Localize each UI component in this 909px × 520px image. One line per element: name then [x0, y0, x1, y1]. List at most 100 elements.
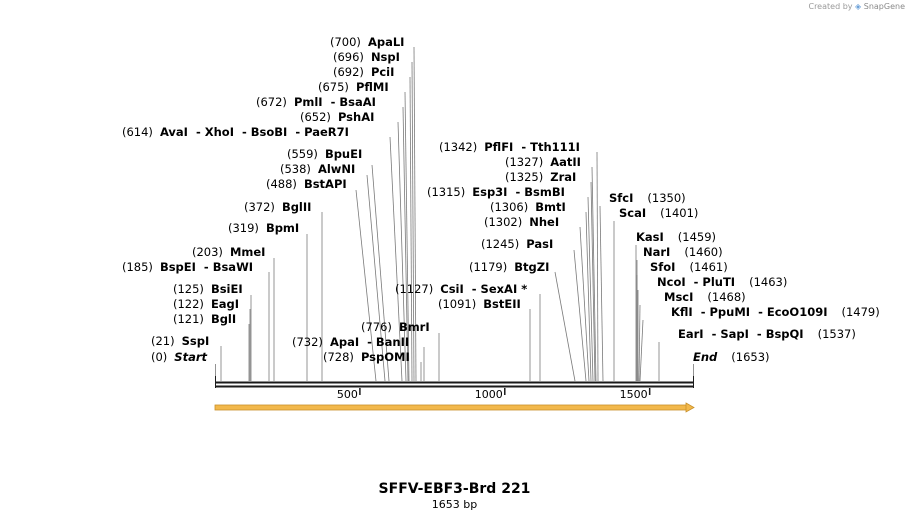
site-position: (1459) — [678, 230, 716, 244]
enzyme-name: AatII — [550, 155, 581, 169]
enzyme-name: PflFI - Tth111I — [484, 140, 580, 154]
axis-tick-label: 1000 — [475, 388, 503, 401]
site-position: (1350) — [647, 191, 685, 205]
site-position: (1342) — [439, 140, 477, 154]
enzyme-name: AvaI - XhoI - BsoBI - PaeR7I — [160, 125, 349, 139]
site-position: (675) — [318, 80, 349, 94]
leader-line — [596, 151, 599, 382]
site-position: (728) — [323, 350, 354, 364]
site-label: (21) SspI — [151, 334, 209, 348]
site-label: (0) Start — [151, 350, 208, 364]
snapgene-credit: Created by ◈ SnapGene — [808, 2, 905, 11]
axis-tick-label: 500 — [337, 388, 358, 401]
leader-line — [413, 46, 417, 382]
enzyme-name: KflI - PpuMI - EcoO109I — [671, 305, 828, 319]
leader-lines — [215, 46, 694, 382]
site-label: (1245) PasI — [481, 237, 553, 251]
site-label: (203) MmeI — [192, 245, 265, 259]
enzyme-name: BstEII — [483, 297, 521, 311]
site-label: (1325) ZraI — [505, 170, 576, 184]
site-label: EarI - SapI - BspQI (1537) — [678, 327, 856, 341]
axis-tick-label: 1500 — [620, 388, 648, 401]
enzyme-name: Esp3I - BsmBI — [472, 185, 565, 199]
site-label: (538) AlwNI — [280, 162, 355, 176]
enzyme-name: End — [693, 350, 718, 364]
enzyme-name: BmtI — [535, 200, 566, 214]
site-label: (728) PspOMI — [323, 350, 410, 364]
leader-line — [590, 181, 596, 382]
enzyme-name: AlwNI — [318, 162, 355, 176]
enzyme-name: ScaI — [619, 206, 646, 220]
site-label: NarI (1460) — [643, 245, 723, 259]
enzyme-name: MmeI — [230, 245, 266, 259]
site-position: (776) — [361, 320, 392, 334]
enzyme-name: BsiEI — [211, 282, 243, 296]
site-position: (1463) — [749, 275, 787, 289]
enzyme-name: BstAPI — [304, 177, 347, 191]
site-label: ScaI (1401) — [619, 206, 698, 220]
site-label: (488) BstAPI — [266, 177, 347, 191]
site-label: (614) AvaI - XhoI - BsoBI - PaeR7I — [122, 125, 349, 139]
site-labels: (700) ApaLI(696) NspI(692) PciI(675) PflMI(6… — [122, 35, 880, 364]
site-label: (1315) Esp3I - BsmBI — [427, 185, 565, 199]
site-position: (1327) — [505, 155, 543, 169]
leader-line — [638, 304, 641, 382]
leader-line — [402, 106, 409, 382]
site-label: (672) PmlI - BsaAI — [256, 95, 376, 109]
site-label: KflI - PpuMI - EcoO109I (1479) — [671, 305, 880, 319]
site-position: (125) — [173, 282, 204, 296]
enzyme-name: SfoI — [650, 260, 675, 274]
enzyme-name: Start — [174, 350, 207, 364]
site-label: NcoI - PluTI (1463) — [657, 275, 787, 289]
enzyme-name: BglII — [282, 200, 312, 214]
enzyme-name: PspOMI — [361, 350, 410, 364]
enzyme-name: NcoI - PluTI — [657, 275, 735, 289]
leader-line — [599, 205, 604, 382]
enzyme-name: CsiI - SexAI * — [440, 282, 527, 296]
leader-line — [411, 61, 415, 382]
site-label: (700) ApaLI — [330, 35, 404, 49]
leader-line — [587, 196, 594, 382]
site-position: (1315) — [427, 185, 465, 199]
site-label: (1342) PflFI - Tth111I — [439, 140, 580, 154]
enzyme-name: MscI — [664, 290, 693, 304]
site-label: (1091) BstEII — [438, 297, 521, 311]
enzyme-name: BspEI - BsaWI — [160, 260, 253, 274]
site-position: (21) — [151, 334, 175, 348]
leader-line — [585, 211, 592, 382]
enzyme-name: EagI — [211, 297, 239, 311]
enzyme-name: BglI — [211, 312, 236, 326]
site-position: (732) — [292, 335, 323, 349]
site-position: (319) — [228, 221, 259, 235]
leader-line — [366, 174, 386, 382]
leader-line — [404, 91, 410, 382]
site-position: (700) — [330, 35, 361, 49]
site-label: (121) BglI — [173, 312, 236, 326]
site-label: (1127) CsiI - SexAI * — [395, 282, 527, 296]
site-label: (696) NspI — [333, 50, 400, 64]
site-label: (559) BpuEI — [287, 147, 362, 161]
feature-arrow-head — [685, 402, 695, 413]
site-position: (538) — [280, 162, 311, 176]
enzyme-name: NspI — [371, 50, 400, 64]
enzyme-name: BpmI — [266, 221, 299, 235]
site-position: (122) — [173, 297, 204, 311]
site-position: (1461) — [689, 260, 727, 274]
enzyme-name: EarI - SapI - BspQI — [678, 327, 804, 341]
site-position: (1537) — [818, 327, 856, 341]
site-position: (1091) — [438, 297, 476, 311]
site-label: (1306) BmtI — [490, 200, 566, 214]
site-position: (1306) — [490, 200, 528, 214]
site-position: (1325) — [505, 170, 543, 184]
site-label: (1302) NheI — [484, 215, 559, 229]
enzyme-name: PasI — [526, 237, 553, 251]
site-position: (1401) — [660, 206, 698, 220]
site-label: (1179) BtgZI — [469, 260, 549, 274]
feature-arrow-body — [214, 404, 688, 411]
credit-prefix: Created by — [808, 2, 853, 11]
axis-ticks: 500 1000 1500 — [337, 388, 651, 401]
leader-line — [397, 121, 407, 382]
site-position: (0) — [151, 350, 167, 364]
site-label: SfcI (1350) — [609, 191, 686, 205]
